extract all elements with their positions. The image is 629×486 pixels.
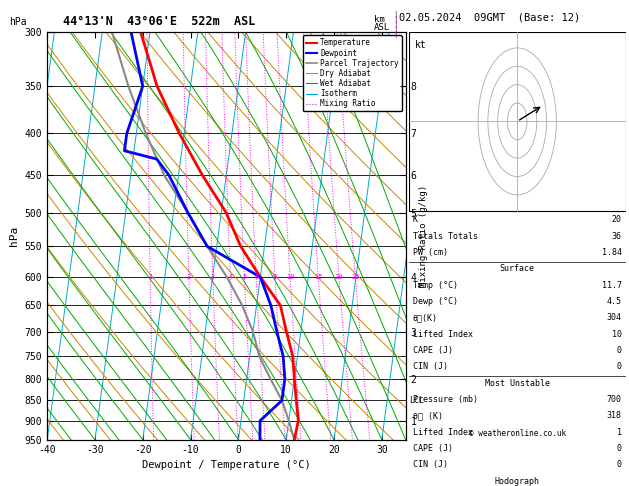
Y-axis label: Mixing Ratio (g/kg): Mixing Ratio (g/kg) xyxy=(419,185,428,287)
Text: 4: 4 xyxy=(228,274,233,280)
Text: K: K xyxy=(413,215,418,225)
Text: Dewp (°C): Dewp (°C) xyxy=(413,297,458,306)
Text: 10: 10 xyxy=(286,274,294,280)
Text: 1: 1 xyxy=(616,428,621,436)
Text: 11.7: 11.7 xyxy=(601,280,621,290)
Text: CIN (J): CIN (J) xyxy=(413,460,448,469)
Text: km: km xyxy=(374,15,385,24)
Text: |: | xyxy=(394,31,396,37)
Y-axis label: hPa: hPa xyxy=(9,226,19,246)
Text: 36: 36 xyxy=(611,232,621,241)
Text: 0: 0 xyxy=(616,460,621,469)
Text: θᴇ (K): θᴇ (K) xyxy=(413,411,443,420)
Text: Most Unstable: Most Unstable xyxy=(485,379,550,388)
Text: 25: 25 xyxy=(351,274,360,280)
Text: Temp (°C): Temp (°C) xyxy=(413,280,458,290)
Text: 0: 0 xyxy=(616,444,621,453)
Text: Totals Totals: Totals Totals xyxy=(413,232,478,241)
Text: 5: 5 xyxy=(242,274,247,280)
Text: 3: 3 xyxy=(211,274,215,280)
Text: |: | xyxy=(394,21,396,28)
Text: CAPE (J): CAPE (J) xyxy=(413,346,453,355)
Text: © weatheronline.co.uk: © weatheronline.co.uk xyxy=(469,429,565,438)
Text: LCL: LCL xyxy=(409,396,425,405)
Text: CAPE (J): CAPE (J) xyxy=(413,444,453,453)
Text: θᴇ(K): θᴇ(K) xyxy=(413,313,438,322)
Text: 8: 8 xyxy=(273,274,277,280)
Text: 1.84: 1.84 xyxy=(601,248,621,257)
Text: 2: 2 xyxy=(187,274,191,280)
Text: |: | xyxy=(394,11,396,18)
Text: Lifted Index: Lifted Index xyxy=(413,428,473,436)
Legend: Temperature, Dewpoint, Parcel Trajectory, Dry Adiabat, Wet Adiabat, Isotherm, Mi: Temperature, Dewpoint, Parcel Trajectory… xyxy=(303,35,402,111)
Text: kt: kt xyxy=(415,40,427,50)
Text: 02.05.2024  09GMT  (Base: 12): 02.05.2024 09GMT (Base: 12) xyxy=(399,12,581,22)
Text: 0: 0 xyxy=(616,362,621,371)
Text: 6: 6 xyxy=(254,274,259,280)
X-axis label: Dewpoint / Temperature (°C): Dewpoint / Temperature (°C) xyxy=(142,460,311,470)
Bar xyxy=(409,32,626,211)
Text: Lifted Index: Lifted Index xyxy=(413,330,473,339)
Text: Pressure (mb): Pressure (mb) xyxy=(413,395,478,404)
Text: 0: 0 xyxy=(616,346,621,355)
Text: 44°13'N  43°06'E  522m  ASL: 44°13'N 43°06'E 522m ASL xyxy=(63,15,255,28)
Text: PW (cm): PW (cm) xyxy=(413,248,448,257)
Text: 700: 700 xyxy=(606,395,621,404)
Text: 318: 318 xyxy=(606,411,621,420)
Text: Surface: Surface xyxy=(499,264,535,273)
Text: 15: 15 xyxy=(314,274,323,280)
Text: 4.5: 4.5 xyxy=(606,297,621,306)
Text: 10: 10 xyxy=(611,330,621,339)
Text: Hodograph: Hodograph xyxy=(495,477,540,486)
Text: 20: 20 xyxy=(611,215,621,225)
Text: |: | xyxy=(394,26,396,33)
Text: 304: 304 xyxy=(606,313,621,322)
Text: 20: 20 xyxy=(335,274,343,280)
Text: |: | xyxy=(394,16,396,23)
Text: ASL: ASL xyxy=(374,23,391,33)
Text: hPa: hPa xyxy=(9,17,27,27)
Text: 1: 1 xyxy=(148,274,152,280)
Text: CIN (J): CIN (J) xyxy=(413,362,448,371)
